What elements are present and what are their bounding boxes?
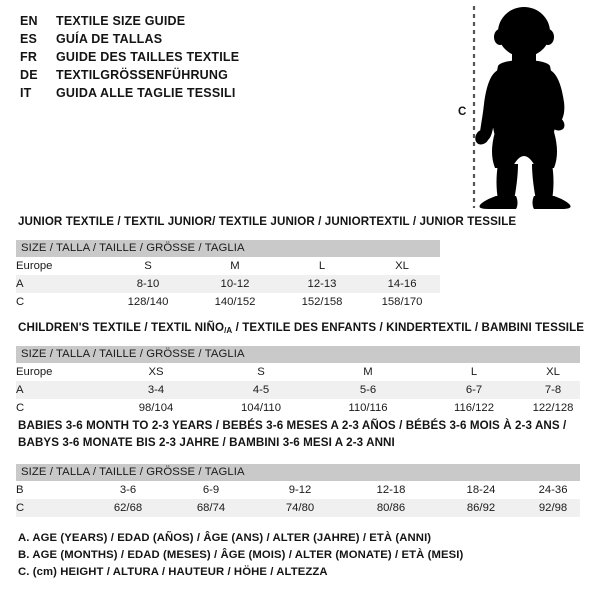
table-row: Europe XS S M L XL: [16, 363, 580, 381]
language-title: TEXTILGRÖSSENFÜHRUNG: [56, 68, 229, 82]
cell-value: 140/152: [190, 293, 280, 311]
language-row: FR GUIDE DES TAILLES TEXTILE: [20, 50, 440, 68]
cell-value: 92/98: [526, 499, 581, 517]
table-row: Europe S M L XL: [16, 257, 441, 275]
row-label: Europe: [16, 363, 104, 381]
language-code: IT: [20, 86, 32, 100]
language-title: GUÍA DE TALLAS: [56, 32, 163, 46]
cell-value: 7-8: [526, 381, 580, 399]
language-code: FR: [20, 50, 38, 64]
table-row: A 3-4 4-5 5-6 6-7 7-8: [16, 381, 580, 399]
cell-value: 80/86: [346, 499, 436, 517]
language-row: DE TEXTILGRÖSSENFÜHRUNG: [20, 68, 440, 86]
cell-value: L: [422, 363, 526, 381]
language-title: GUIDA ALLE TAGLIE TESSILI: [56, 86, 236, 100]
cell-value: 9-12: [254, 481, 346, 499]
row-label: C: [16, 399, 104, 417]
cell-value: XL: [364, 257, 441, 275]
cell-value: 3-6: [88, 481, 168, 499]
cell-value: 86/92: [436, 499, 526, 517]
section-heading-babies-line1: BABIES 3-6 MONTH TO 2-3 YEARS / BEBÉS 3-…: [18, 419, 567, 432]
size-band-label: SIZE / TALLA / TAILLE / GRÖSSE / TAGLIA: [16, 240, 441, 257]
cell-value: 158/170: [364, 293, 441, 311]
heading-part-pre: CHILDREN'S TEXTILE / TEXTIL NIÑO: [18, 321, 225, 334]
heading-part-subscript: /A: [224, 326, 233, 335]
table-row: C 62/68 68/74 74/80 80/86 86/92 92/98: [16, 499, 581, 517]
cell-value: 3-4: [104, 381, 208, 399]
section-heading-babies-line2: BABYS 3-6 MONATE BIS 2-3 JAHRE / BAMBINI…: [18, 436, 395, 449]
cell-value: S: [208, 363, 314, 381]
language-title-list: EN TEXTILE SIZE GUIDE ES GUÍA DE TALLAS …: [20, 14, 440, 104]
cell-value: 62/68: [88, 499, 168, 517]
size-band-label: SIZE / TALLA / TAILLE / GRÖSSE / TAGLIA: [16, 346, 580, 363]
cell-value: S: [106, 257, 190, 275]
language-title: TEXTILE SIZE GUIDE: [56, 14, 186, 28]
cell-value: 4-5: [208, 381, 314, 399]
cell-value: 152/158: [280, 293, 364, 311]
cell-value: XL: [526, 363, 580, 381]
table-band-row: SIZE / TALLA / TAILLE / GRÖSSE / TAGLIA: [16, 464, 581, 481]
cell-value: 110/116: [314, 399, 422, 417]
cell-value: 6-7: [422, 381, 526, 399]
row-label: A: [16, 381, 104, 399]
table-band-row: SIZE / TALLA / TAILLE / GRÖSSE / TAGLIA: [16, 240, 441, 257]
row-label: C: [16, 499, 88, 517]
size-table-children: SIZE / TALLA / TAILLE / GRÖSSE / TAGLIA …: [16, 346, 580, 417]
table-row: C 98/104 104/110 110/116 116/122 122/128: [16, 399, 580, 417]
cell-value: 6-9: [168, 481, 254, 499]
cell-value: 8-10: [106, 275, 190, 293]
language-code: EN: [20, 14, 38, 28]
cell-value: XS: [104, 363, 208, 381]
cell-value: 116/122: [422, 399, 526, 417]
cell-value: 24-36: [526, 481, 581, 499]
legend-row-a: A. AGE (YEARS) / EDAD (AÑOS) / ÂGE (ANS)…: [18, 532, 432, 544]
cell-value: 68/74: [168, 499, 254, 517]
language-row: IT GUIDA ALLE TAGLIE TESSILI: [20, 86, 440, 104]
height-measurement-figure: C: [448, 0, 600, 214]
toddler-body: [475, 7, 571, 209]
height-measure-label: C: [458, 106, 467, 118]
cell-value: 10-12: [190, 275, 280, 293]
size-table-junior: SIZE / TALLA / TAILLE / GRÖSSE / TAGLIA …: [16, 240, 441, 311]
row-label: B: [16, 481, 88, 499]
legend-block: A. AGE (YEARS) / EDAD (AÑOS) / ÂGE (ANS)…: [18, 530, 578, 581]
table-row: B 3-6 6-9 9-12 12-18 18-24 24-36: [16, 481, 581, 499]
table-row: A 8-10 10-12 12-13 14-16: [16, 275, 441, 293]
cell-value: 14-16: [364, 275, 441, 293]
section-heading-children: CHILDREN'S TEXTILE / TEXTIL NIÑO/A / TEX…: [18, 321, 584, 335]
language-code: DE: [20, 68, 38, 82]
legend-row-c: C. (cm) HEIGHT / ALTURA / HAUTEUR / HÖHE…: [18, 566, 328, 578]
cell-value: M: [314, 363, 422, 381]
cell-value: 12-18: [346, 481, 436, 499]
size-band-label: SIZE / TALLA / TAILLE / GRÖSSE / TAGLIA: [16, 464, 581, 481]
table-row: C 128/140 140/152 152/158 158/170: [16, 293, 441, 311]
language-title: GUIDE DES TAILLES TEXTILE: [56, 50, 240, 64]
legend-row-b: B. AGE (MONTHS) / EDAD (MESES) / ÂGE (MO…: [18, 549, 464, 561]
language-code: ES: [20, 32, 38, 46]
cell-value: 5-6: [314, 381, 422, 399]
toddler-silhouette-icon: [472, 6, 571, 209]
section-heading-junior: JUNIOR TEXTILE / TEXTIL JUNIOR/ TEXTILE …: [18, 215, 517, 228]
table-band-row: SIZE / TALLA / TAILLE / GRÖSSE / TAGLIA: [16, 346, 580, 363]
cell-value: L: [280, 257, 364, 275]
cell-value: 18-24: [436, 481, 526, 499]
row-label: Europe: [16, 257, 106, 275]
row-label: A: [16, 275, 106, 293]
row-label: C: [16, 293, 106, 311]
size-table-babies: SIZE / TALLA / TAILLE / GRÖSSE / TAGLIA …: [16, 464, 581, 517]
cell-value: 128/140: [106, 293, 190, 311]
cell-value: 104/110: [208, 399, 314, 417]
cell-value: 12-13: [280, 275, 364, 293]
cell-value: 122/128: [526, 399, 580, 417]
language-row: ES GUÍA DE TALLAS: [20, 32, 440, 50]
heading-part-post: / TEXTILE DES ENFANTS / KINDERTEXTIL / B…: [232, 321, 585, 334]
cell-value: 74/80: [254, 499, 346, 517]
cell-value: M: [190, 257, 280, 275]
cell-value: 98/104: [104, 399, 208, 417]
language-row: EN TEXTILE SIZE GUIDE: [20, 14, 440, 32]
